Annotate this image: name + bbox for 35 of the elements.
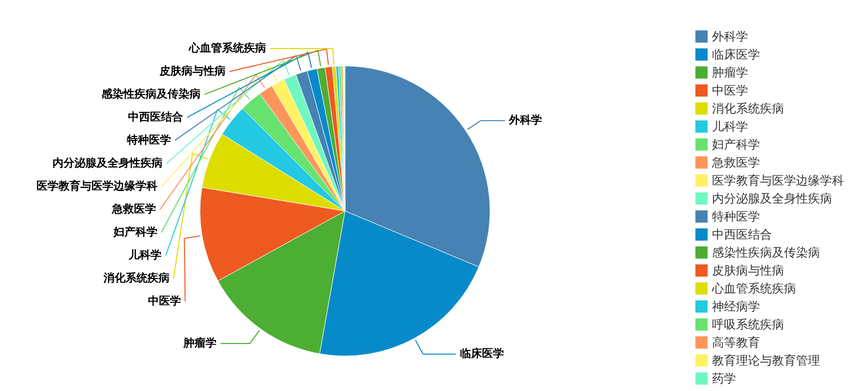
slice-label: 急救医学	[111, 202, 156, 216]
slice-label: 内分泌腺及全身性疾病	[52, 156, 163, 170]
legend-label: 药学	[712, 372, 736, 386]
slice-label: 消化系统疾病	[102, 271, 170, 284]
slice-label: 肿瘤学	[182, 336, 217, 350]
slice-label: 儿科学	[128, 248, 162, 262]
legend-label: 临床医学	[712, 48, 760, 62]
legend-label: 儿科学	[712, 120, 748, 134]
legend-label: 妇产科学	[712, 138, 760, 152]
legend-label: 肿瘤学	[712, 66, 748, 80]
legend-label: 心血管系统疾病	[711, 282, 796, 296]
slice-label: 临床医学	[460, 347, 504, 360]
legend-label: 急救医学	[711, 156, 760, 170]
legend-label: 教育理论与教育管理	[712, 354, 820, 368]
legend-label: 皮肤病与性病	[712, 264, 784, 278]
legend-label: 特种医学	[712, 210, 760, 224]
legend-label: 外科学	[712, 30, 748, 44]
legend-label: 消化系统疾病	[712, 102, 784, 116]
slice-label: 中西医结合	[128, 110, 184, 124]
legend-label: 感染性疾病及传染病	[712, 246, 820, 260]
legend-label: 内分泌腺及全身性疾病	[712, 192, 832, 206]
legend-label: 中西医结合	[712, 228, 772, 242]
slice-label: 妇产科学	[112, 225, 158, 238]
legend-label: 中医学	[712, 84, 748, 98]
slice-label: 医学教育与医学边缘学科	[36, 179, 158, 192]
slice-label: 心血管系统疾病	[188, 41, 266, 54]
slice-label: 感染性疾病及传染病	[100, 87, 200, 100]
legend-label: 呼吸系统疾病	[712, 318, 784, 332]
slice-label: 皮肤病与性病	[158, 64, 226, 78]
slice-label: 特种医学	[126, 133, 171, 146]
legend-label: 神经病学	[712, 300, 760, 314]
slice-label: 中医学	[148, 294, 182, 308]
legend-label: 高等教育	[712, 336, 760, 350]
slice-label: 外科学	[508, 114, 542, 127]
legend-label: 医学教育与医学边缘学科	[712, 174, 844, 188]
